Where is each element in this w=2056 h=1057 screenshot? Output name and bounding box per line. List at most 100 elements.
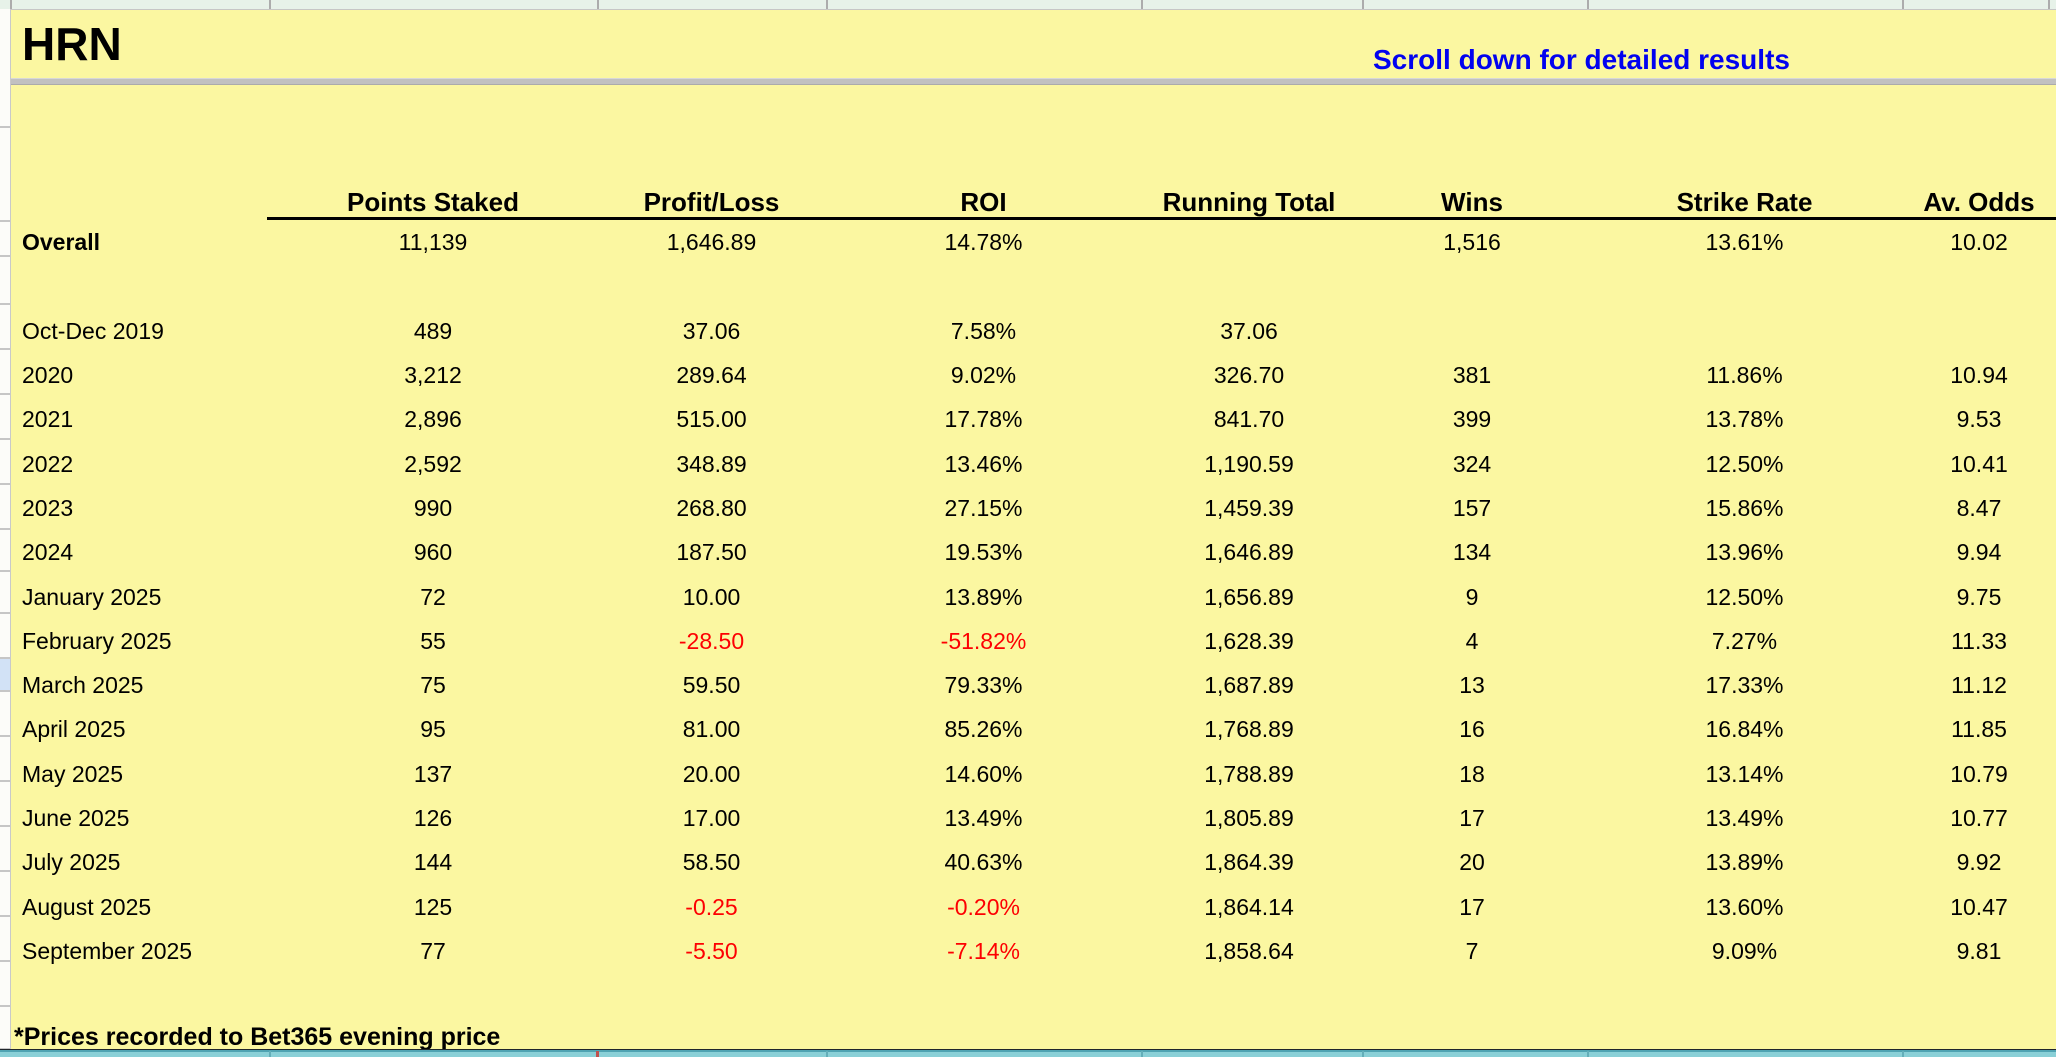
row-label-cell[interactable]: Overall [22,229,100,256]
row-label-cell[interactable]: June 2025 [22,805,130,831]
value-cell[interactable]: 4 [1465,627,1479,654]
value-cell[interactable]: 10.00 [682,583,741,610]
column-header[interactable]: Points Staked [347,187,519,217]
value-cell[interactable]: 144 [413,849,453,876]
value-cell[interactable]: 13.49% [1705,805,1784,831]
value-cell[interactable]: 324 [1452,450,1492,477]
value-cell[interactable]: 1,656.89 [1204,583,1294,610]
value-cell[interactable]: 11.12 [1951,672,2007,699]
value-cell[interactable]: 17 [1459,805,1485,831]
value-cell[interactable]: 81.00 [682,716,741,743]
value-cell[interactable]: 1,516 [1443,229,1501,256]
value-cell[interactable]: 2,592 [404,450,462,477]
row-label-cell[interactable]: May 2025 [22,760,124,787]
value-cell[interactable]: 10.02 [1950,229,2008,256]
value-cell[interactable]: 16.84% [1705,716,1784,743]
value-cell[interactable]: 125 [413,893,453,920]
value-cell[interactable]: 326.70 [1213,362,1285,389]
freeze-pane-divider[interactable] [0,78,2056,85]
value-cell[interactable]: -7.14% [947,937,1020,964]
value-cell[interactable]: 17.00 [682,805,741,831]
value-cell[interactable]: 16 [1459,716,1485,743]
row-label-cell[interactable]: March 2025 [22,672,144,699]
row-label-cell[interactable]: 2022 [22,450,74,477]
value-cell[interactable]: 12.50% [1705,583,1784,610]
value-cell[interactable]: 9.53 [1956,406,2002,433]
value-cell[interactable]: 37.06 [1220,317,1278,344]
value-cell[interactable]: 1,788.89 [1204,760,1294,787]
value-cell[interactable]: 13.61% [1705,229,1784,256]
value-cell[interactable]: 10.41 [1950,450,2008,477]
column-header[interactable]: Strike Rate [1676,187,1813,217]
value-cell[interactable]: 17.78% [944,406,1023,433]
value-cell[interactable]: 13.60% [1705,893,1784,920]
column-header[interactable]: Running Total [1162,187,1336,217]
value-cell[interactable]: -0.20% [947,893,1020,920]
value-cell[interactable]: 10.77 [1950,805,2008,831]
value-cell[interactable]: 187.50 [676,539,747,566]
selected-cell-indicator[interactable] [0,658,10,692]
row-label-cell[interactable]: 2023 [22,494,74,521]
value-cell[interactable]: 13.89% [1705,849,1784,876]
value-cell[interactable]: 13.46% [944,450,1023,477]
value-cell[interactable]: 9.02% [950,362,1017,389]
value-cell[interactable]: 9.81 [1956,937,2002,964]
value-cell[interactable]: 85.26% [944,716,1023,743]
value-cell[interactable]: 9.75 [1956,583,2002,610]
value-cell[interactable]: -5.50 [685,937,738,964]
value-cell[interactable]: 1,864.14 [1204,893,1294,920]
row-label-cell[interactable]: April 2025 [22,716,126,743]
value-cell[interactable]: 7 [1465,937,1479,964]
value-cell[interactable]: 58.50 [682,849,741,876]
value-cell[interactable]: 37.06 [682,317,741,344]
value-cell[interactable]: 18 [1459,760,1485,787]
value-cell[interactable]: 489 [413,317,453,344]
value-cell[interactable]: 11,139 [398,229,468,256]
value-cell[interactable]: 1,459.39 [1204,494,1294,521]
value-cell[interactable]: -51.82% [940,627,1027,654]
value-cell[interactable]: 960 [413,539,453,566]
value-cell[interactable]: 95 [420,716,446,743]
value-cell[interactable]: 12.50% [1705,450,1784,477]
value-cell[interactable]: 7.27% [1711,627,1778,654]
value-cell[interactable]: 15.86% [1705,494,1784,521]
value-cell[interactable]: 289.64 [676,362,747,389]
value-cell[interactable]: 13.96% [1705,539,1784,566]
value-cell[interactable]: 10.94 [1950,362,2008,389]
value-cell[interactable]: 75 [420,672,446,699]
value-cell[interactable]: 9.94 [1956,539,2002,566]
value-cell[interactable]: 134 [1452,539,1492,566]
value-cell[interactable]: 1,628.39 [1204,627,1294,654]
value-cell[interactable]: 20 [1459,849,1485,876]
value-cell[interactable]: -0.25 [685,893,738,920]
value-cell[interactable]: 59.50 [682,672,741,699]
value-cell[interactable]: 17.33% [1705,672,1784,699]
value-cell[interactable]: 77 [420,937,446,964]
value-cell[interactable]: 9 [1465,583,1479,610]
value-cell[interactable]: 55 [420,627,446,654]
row-label-cell[interactable]: 2024 [22,539,74,566]
value-cell[interactable]: 11.86% [1706,362,1783,389]
value-cell[interactable]: 13 [1459,672,1485,699]
value-cell[interactable]: 1,190.59 [1204,450,1294,477]
value-cell[interactable]: 14.78% [944,229,1023,256]
value-cell[interactable]: 268.80 [676,494,747,521]
value-cell[interactable]: 515.00 [676,406,747,433]
value-cell[interactable]: 399 [1452,406,1492,433]
value-cell[interactable]: 1,805.89 [1204,805,1294,831]
value-cell[interactable]: 20.00 [682,760,741,787]
value-cell[interactable]: 2,896 [404,406,462,433]
value-cell[interactable]: 40.63% [944,849,1023,876]
value-cell[interactable]: 990 [413,494,453,521]
value-cell[interactable]: 72 [420,583,446,610]
row-label-cell[interactable]: July 2025 [22,849,121,876]
value-cell[interactable]: -28.50 [678,627,745,654]
value-cell[interactable]: 13.49% [944,805,1023,831]
row-label-cell[interactable]: February 2025 [22,627,172,654]
value-cell[interactable]: 14.60% [944,760,1023,787]
value-cell[interactable]: 1,646.89 [1204,539,1294,566]
value-cell[interactable]: 3,212 [404,362,462,389]
value-cell[interactable]: 8.47 [1956,494,2002,521]
value-cell[interactable]: 841.70 [1213,406,1285,433]
value-cell[interactable]: 17 [1459,893,1485,920]
